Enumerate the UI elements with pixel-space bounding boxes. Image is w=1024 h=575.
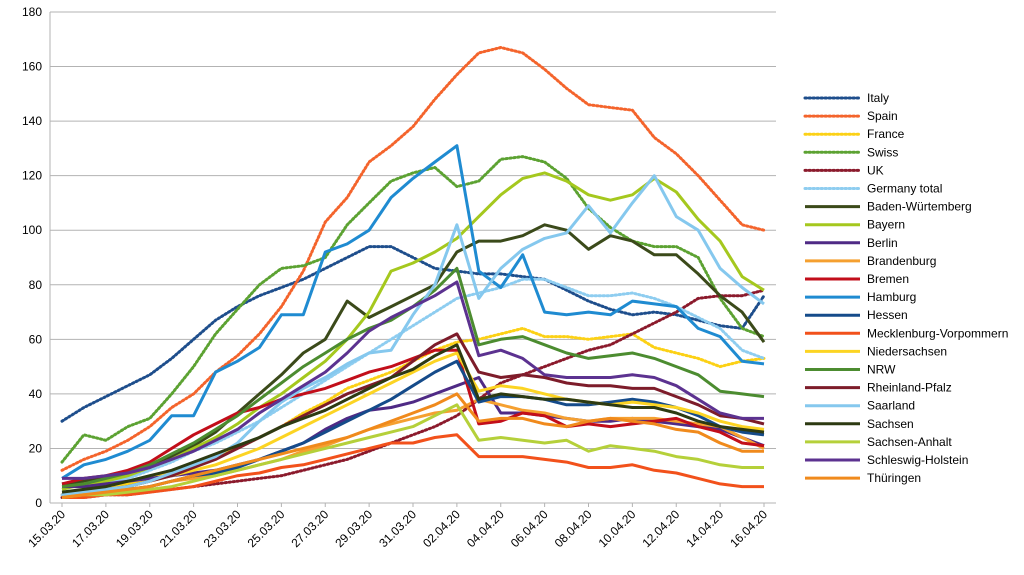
series-line-16	[61, 332, 765, 497]
x-tick-label: 25.03.20	[245, 507, 288, 550]
x-tick-label: 31.03.20	[376, 507, 419, 550]
legend-label: Hamburg	[867, 290, 916, 304]
legend-label: Niedersachsen	[867, 344, 947, 358]
y-tick-label: 80	[29, 278, 43, 292]
x-tick-label: 08.04.20	[552, 507, 595, 550]
x-tick-label: 14.04.20	[683, 507, 726, 550]
x-tick-label: 27.03.20	[288, 507, 331, 550]
legend: Italy Spain France Swiss UK Germany total Bade…	[803, 91, 1008, 485]
legend-label: Bremen	[867, 272, 909, 286]
series-line-11	[61, 144, 765, 480]
series-line-19	[61, 403, 764, 499]
series-line-6	[61, 223, 766, 486]
legend-label: France	[867, 127, 905, 141]
legend-label: Saarland	[867, 399, 915, 413]
x-tick-label: 29.03.20	[332, 507, 375, 550]
x-axis: 15.03.20 17.03.20 19.03.20 21.03.20 23.03.20…	[25, 502, 776, 550]
legend-label: Spain	[867, 109, 898, 123]
x-tick-label: 06.04.20	[508, 507, 551, 550]
series-line-5	[60, 277, 766, 497]
legend-label: NRW	[867, 363, 896, 377]
y-tick-label: 160	[22, 60, 42, 74]
y-axis: 0 20 40 60 80 100 120 140 160 180	[22, 5, 51, 510]
legend-label: Thüringen	[867, 471, 921, 485]
x-tick-label: 12.04.20	[639, 507, 682, 550]
legend-label: Sachsen	[867, 417, 914, 431]
legend-label: Berlin	[867, 236, 898, 250]
legend-label: Mecklenburg-Vorpommern	[867, 326, 1008, 340]
y-tick-label: 120	[22, 169, 42, 183]
y-tick-label: 20	[29, 441, 43, 455]
x-tick-label: 16.04.20	[727, 507, 770, 550]
legend-label: Baden-Würtemberg	[867, 200, 972, 214]
x-tick-label: 23.03.20	[201, 507, 244, 550]
series-line-3	[60, 155, 766, 464]
series-line-0	[60, 245, 766, 423]
series-line-13	[62, 433, 764, 499]
series-line-18	[61, 343, 765, 494]
y-tick-label: 60	[29, 332, 43, 346]
legend-label: Swiss	[867, 145, 898, 159]
series-line-21	[61, 392, 764, 499]
x-tick-label: 02.04.20	[420, 507, 463, 550]
x-tick-label: 19.03.20	[113, 507, 156, 550]
legend-label: Brandenburg	[867, 254, 936, 268]
series-lines	[60, 46, 766, 499]
x-tick-label: 21.03.20	[157, 507, 200, 550]
x-tick-label: 10.04.20	[596, 507, 639, 550]
legend-label: Schleswig-Holstein	[867, 453, 968, 467]
legend-label: Hessen	[867, 308, 908, 322]
y-tick-label: 0	[35, 496, 42, 510]
y-tick-label: 140	[22, 114, 42, 128]
legend-label: UK	[867, 163, 884, 177]
legend-label: Germany total	[867, 182, 942, 196]
x-tick-label: 15.03.20	[25, 507, 68, 550]
y-tick-label: 40	[29, 387, 43, 401]
x-tick-label: 04.04.20	[464, 507, 507, 550]
legend-label: Rheinland-Pfalz	[867, 381, 952, 395]
series-line-1	[60, 46, 766, 472]
series-line-20	[62, 280, 764, 480]
y-tick-label: 100	[22, 223, 42, 237]
y-tick-label: 180	[22, 5, 42, 19]
legend-label: Italy	[867, 91, 889, 105]
legend-label: Sachsen-Anhalt	[867, 435, 952, 449]
x-tick-label: 17.03.20	[69, 507, 112, 550]
series-line-17	[61, 174, 765, 497]
legend-label: Bayern	[867, 218, 905, 232]
